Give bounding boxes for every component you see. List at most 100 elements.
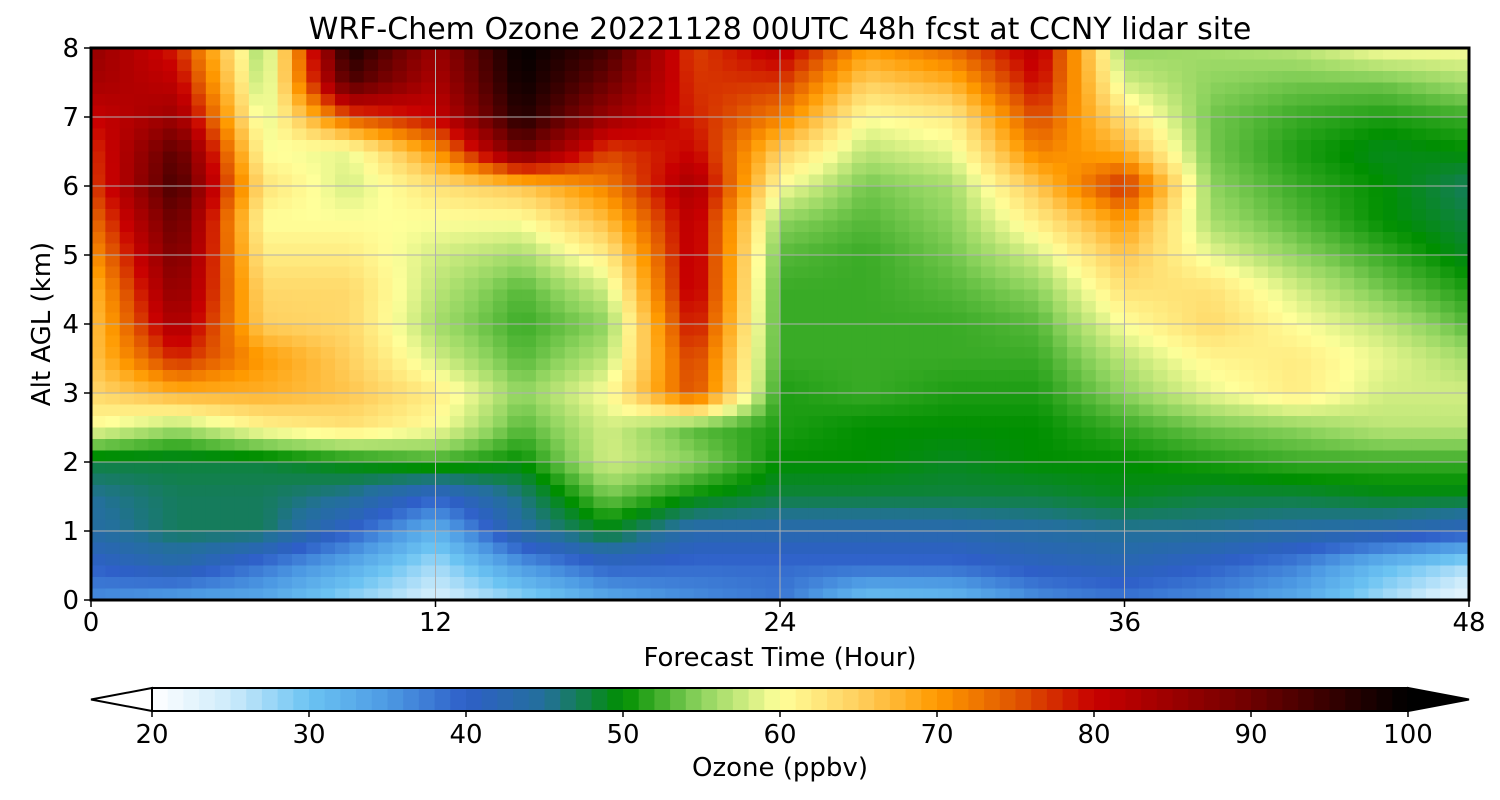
heatmap-cell: [1382, 554, 1398, 567]
heatmap-cell: [220, 117, 236, 130]
heatmap-cell: [248, 209, 264, 222]
heatmap-cell: [636, 232, 652, 245]
heatmap-cell: [406, 370, 422, 383]
heatmap-cell: [708, 370, 724, 383]
heatmap-cell: [521, 255, 537, 268]
heatmap-cell: [823, 94, 839, 107]
heatmap-cell: [794, 565, 810, 578]
heatmap-cell: [363, 519, 379, 532]
heatmap-cell: [1354, 151, 1370, 164]
heatmap-cell: [880, 496, 896, 509]
heatmap-cell: [679, 117, 695, 130]
heatmap-cell: [880, 531, 896, 544]
heatmap-cell: [579, 439, 594, 452]
heatmap-cell: [1311, 462, 1327, 475]
heatmap-cell: [1411, 439, 1427, 452]
heatmap-cell: [421, 519, 437, 532]
heatmap-cell: [205, 151, 221, 164]
heatmap-cell: [1268, 393, 1283, 406]
heatmap-cell: [1454, 312, 1470, 325]
heatmap-cell: [1282, 255, 1298, 268]
heatmap-cell: [995, 117, 1011, 130]
heatmap-cell: [1052, 358, 1068, 371]
heatmap-cell: [693, 278, 709, 291]
heatmap-cell: [392, 209, 408, 222]
heatmap-cell: [894, 485, 910, 498]
heatmap-cell: [220, 128, 236, 141]
heatmap-cell: [478, 335, 494, 348]
heatmap-cell: [1081, 255, 1097, 268]
heatmap-cell: [622, 94, 638, 107]
heatmap-cell: [1196, 301, 1212, 314]
heatmap-cell: [1397, 485, 1413, 498]
heatmap-cell: [449, 278, 465, 291]
heatmap-cell: [1397, 278, 1413, 291]
heatmap-cell: [808, 301, 824, 314]
heatmap-cell: [1339, 105, 1355, 118]
heatmap-cell: [363, 358, 379, 371]
heatmap-cell: [1239, 255, 1255, 268]
heatmap-cell: [291, 220, 307, 233]
heatmap-cell: [320, 508, 336, 521]
colorbar-swatch: [670, 688, 687, 711]
heatmap-cell: [478, 427, 494, 440]
heatmap-cell: [794, 289, 810, 302]
heatmap-cell: [607, 163, 623, 176]
heatmap-cell: [1268, 508, 1283, 521]
heatmap-cell: [780, 519, 795, 532]
heatmap-cell: [722, 82, 738, 95]
heatmap-cell: [1009, 220, 1025, 233]
heatmap-cell: [1368, 393, 1384, 406]
heatmap-cell: [722, 577, 738, 590]
heatmap-cell: [248, 381, 264, 394]
heatmap-cell: [1368, 358, 1384, 371]
heatmap-cell: [880, 370, 896, 383]
heatmap-cell: [535, 370, 551, 383]
heatmap-cell: [866, 381, 882, 394]
heatmap-cell: [1239, 59, 1255, 72]
heatmap-cell: [449, 519, 465, 532]
heatmap-cell: [421, 531, 437, 544]
heatmap-cell: [205, 542, 221, 555]
heatmap-cell: [1311, 324, 1327, 337]
heatmap-cell: [1138, 531, 1154, 544]
heatmap-cell: [248, 140, 264, 153]
heatmap-cell: [134, 243, 150, 256]
heatmap-cell: [923, 140, 939, 153]
heatmap-cell: [1339, 381, 1355, 394]
heatmap-cell: [851, 243, 867, 256]
heatmap-cell: [866, 255, 882, 268]
heatmap-cell: [1081, 485, 1097, 498]
heatmap-cell: [1440, 381, 1456, 394]
colorbar-swatch: [1235, 688, 1252, 711]
heatmap-cell: [435, 473, 451, 486]
heatmap-cell: [1311, 255, 1327, 268]
heatmap-cell: [1296, 255, 1312, 268]
heatmap-cell: [593, 381, 609, 394]
heatmap-cell: [923, 427, 939, 440]
heatmap-cell: [1110, 94, 1126, 107]
heatmap-cell: [492, 335, 508, 348]
heatmap-cell: [1397, 439, 1413, 452]
heatmap-cell: [1181, 416, 1197, 429]
heatmap-cell: [464, 312, 480, 325]
heatmap-cell: [1440, 59, 1456, 72]
heatmap-cell: [1239, 450, 1255, 463]
heatmap-cell: [1153, 335, 1169, 348]
heatmap-cell: [349, 577, 365, 590]
heatmap-cell: [1454, 554, 1470, 567]
heatmap-cell: [177, 312, 193, 325]
heatmap-cell: [320, 255, 336, 268]
heatmap-cell: [1167, 565, 1183, 578]
heatmap-cell: [1397, 186, 1413, 199]
heatmap-cell: [277, 335, 293, 348]
heatmap-cell: [492, 48, 508, 61]
heatmap-cell: [966, 496, 982, 509]
heatmap-cell: [1397, 370, 1413, 383]
heatmap-cell: [1239, 508, 1255, 521]
heatmap-cell: [148, 128, 164, 141]
heatmap-cell: [263, 82, 279, 95]
heatmap-cell: [521, 335, 537, 348]
heatmap-cell: [449, 232, 465, 245]
heatmap-cell: [464, 266, 480, 279]
